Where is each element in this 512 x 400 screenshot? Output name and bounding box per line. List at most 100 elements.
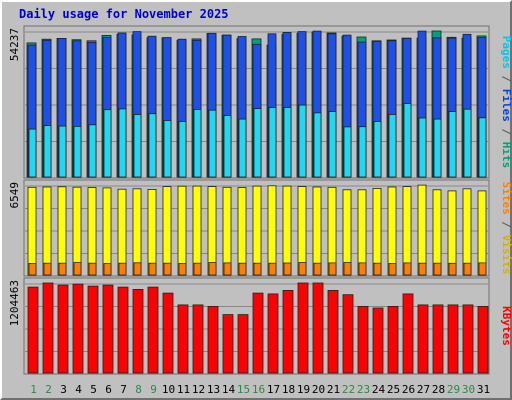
- bar-kbytes-day-3: [57, 284, 69, 374]
- bar-kbytes-day-14: [222, 314, 234, 374]
- bar-pages-day-29: [448, 111, 457, 178]
- bar-sites-day-16: [253, 262, 262, 276]
- bar-kbytes-day-19: [297, 282, 309, 374]
- bar-pages-day-24: [373, 121, 382, 178]
- x-tick-label: 6: [105, 383, 112, 396]
- bar-sites-day-21: [328, 262, 337, 276]
- legend-label: /: [500, 122, 512, 142]
- max-label-kbytes: 1204463: [8, 280, 21, 326]
- bar-sites-day-27: [418, 262, 427, 276]
- bar-sites-day-12: [193, 262, 202, 276]
- bar-visits-day-5: [87, 187, 97, 276]
- max-label-hits-files-pages: 54237: [8, 28, 21, 61]
- bar-visits-day-9: [147, 188, 157, 276]
- bar-visits-day-27: [417, 184, 427, 276]
- bar-sites-day-8: [133, 262, 142, 276]
- bar-sites-day-24: [373, 262, 382, 276]
- bar-sites-day-30: [463, 262, 472, 276]
- bar-pages-day-17: [268, 107, 277, 178]
- legend-label: Files: [500, 89, 512, 122]
- bar-visits-day-25: [387, 186, 397, 276]
- bar-sites-day-13: [208, 262, 217, 276]
- bar-visits-day-17: [267, 185, 277, 276]
- bar-pages-day-18: [283, 107, 292, 178]
- bar-sites-day-23: [358, 262, 367, 276]
- x-tick-label: 31: [477, 383, 490, 396]
- x-tick-label: 8: [135, 383, 142, 396]
- bar-pages-day-20: [313, 112, 322, 178]
- bar-sites-day-26: [403, 262, 412, 276]
- bar-sites-day-18: [283, 262, 292, 276]
- legend-label: Hits: [500, 142, 512, 169]
- x-tick-label: 1: [30, 383, 37, 396]
- bar-sites-day-19: [298, 262, 307, 276]
- bar-sites-day-22: [343, 262, 352, 276]
- bar-kbytes-day-4: [72, 283, 84, 374]
- bar-visits-day-2: [42, 186, 52, 276]
- bar-sites-day-3: [58, 262, 67, 276]
- x-tick-label: 4: [75, 383, 82, 396]
- bar-kbytes-day-31: [477, 305, 489, 374]
- bar-visits-day-18: [282, 185, 292, 276]
- bar-kbytes-day-1: [27, 286, 39, 374]
- bar-kbytes-day-8: [132, 288, 144, 374]
- bar-sites-day-14: [223, 262, 232, 276]
- x-tick-label: 28: [432, 383, 445, 396]
- legend-label: Sites: [500, 182, 512, 215]
- bar-pages-day-2: [43, 125, 52, 178]
- bar-sites-day-7: [118, 262, 127, 276]
- bar-visits-day-15: [237, 187, 247, 276]
- bar-pages-day-30: [463, 108, 472, 178]
- bar-kbytes-day-16: [252, 292, 264, 374]
- legend-label: Visits: [500, 235, 512, 275]
- bar-visits-day-31: [477, 190, 487, 276]
- x-tick-label: 12: [192, 383, 205, 396]
- bar-pages-day-27: [418, 117, 427, 178]
- legend-label: /: [500, 69, 512, 89]
- bar-sites-day-4: [73, 262, 82, 276]
- x-tick-label: 19: [297, 383, 310, 396]
- bar-kbytes-day-25: [387, 305, 399, 374]
- chart-title: Daily usage for November 2025: [19, 7, 229, 21]
- legend-label: Pages: [500, 36, 512, 69]
- bar-sites-day-1: [28, 263, 37, 276]
- x-tick-label: 23: [357, 383, 370, 396]
- x-tick-label: 10: [162, 383, 175, 396]
- bar-pages-day-1: [28, 128, 37, 178]
- bar-sites-day-6: [103, 263, 112, 276]
- x-tick-label: 26: [402, 383, 415, 396]
- x-tick-label: 30: [462, 383, 475, 396]
- bar-kbytes-day-20: [312, 282, 324, 374]
- bar-visits-day-10: [162, 186, 172, 276]
- bar-pages-day-11: [178, 121, 187, 178]
- bar-pages-day-23: [358, 126, 367, 178]
- bar-visits-day-1: [27, 186, 37, 276]
- bar-kbytes-day-18: [282, 289, 294, 374]
- x-tick-label: 22: [342, 383, 355, 396]
- x-tick-label: 20: [312, 383, 325, 396]
- bar-sites-day-5: [88, 262, 97, 276]
- bar-pages-day-28: [433, 118, 442, 178]
- bar-visits-day-3: [57, 186, 67, 276]
- bar-kbytes-day-22: [342, 294, 354, 374]
- bar-pages-day-19: [298, 104, 307, 178]
- bar-pages-day-9: [148, 113, 157, 178]
- x-tick-label: 9: [150, 383, 157, 396]
- x-tick-label: 25: [387, 383, 400, 396]
- bar-kbytes-day-5: [87, 285, 99, 374]
- bar-kbytes-day-23: [357, 305, 369, 374]
- bar-sites-day-9: [148, 262, 157, 276]
- x-tick-label: 17: [267, 383, 280, 396]
- bar-sites-day-25: [388, 263, 397, 276]
- bar-kbytes-day-11: [177, 304, 189, 374]
- x-tick-label: 7: [120, 383, 127, 396]
- bar-visits-day-24: [372, 187, 382, 276]
- bar-kbytes-day-30: [462, 304, 474, 374]
- bar-kbytes-day-2: [42, 282, 54, 374]
- bar-visits-day-29: [447, 190, 457, 276]
- bar-kbytes-day-15: [237, 314, 249, 374]
- bar-visits-day-19: [297, 186, 307, 276]
- bar-kbytes-day-10: [162, 292, 174, 374]
- bar-kbytes-day-6: [102, 284, 114, 374]
- bar-pages-day-26: [403, 103, 412, 178]
